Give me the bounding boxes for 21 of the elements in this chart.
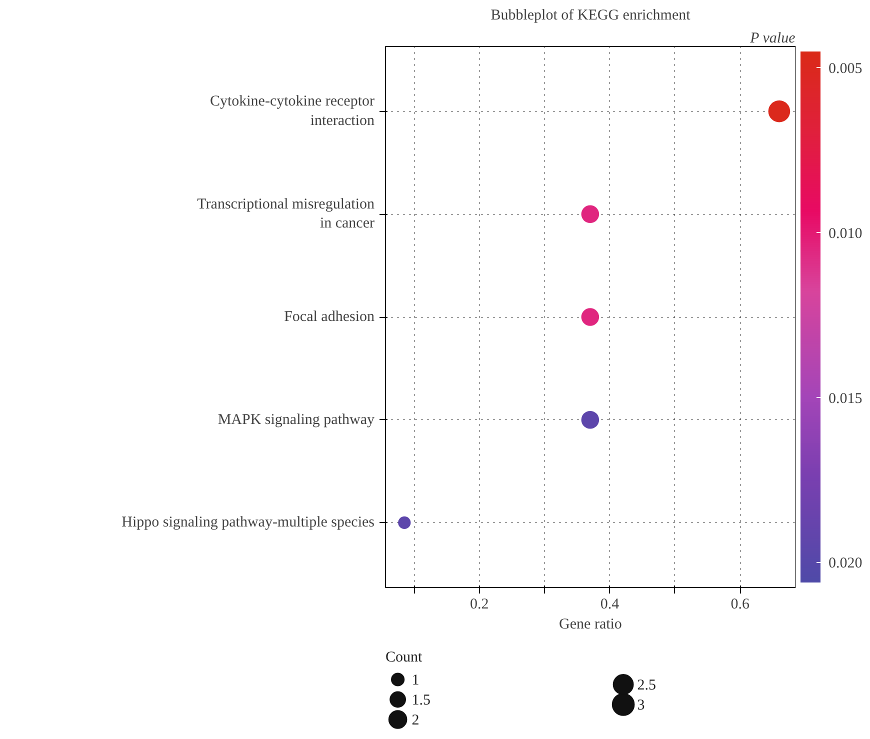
legend-label: 2.5 bbox=[637, 678, 656, 694]
x-axis-title: Gene ratio bbox=[559, 616, 622, 632]
y-tick-label: Hippo signaling pathway-multiple species bbox=[122, 514, 375, 531]
x-tick-label: 0.2 bbox=[470, 596, 489, 612]
legend-label: 1 bbox=[412, 672, 420, 688]
y-tick-label: Transcriptional misregulation in cancer bbox=[197, 196, 375, 232]
chart-title: Bubbleplot of KEGG enrichment bbox=[490, 8, 692, 24]
y-tick-label: Cytokine-cytokine receptor interaction bbox=[210, 94, 375, 129]
legend-title: Count bbox=[386, 650, 424, 666]
legend-label: 3 bbox=[637, 698, 645, 714]
color-bar-label: 0.005 bbox=[828, 60, 862, 77]
color-bar-label: 0.010 bbox=[828, 226, 862, 242]
color-bar-title: P value bbox=[749, 30, 796, 46]
color-bar-label: 0.015 bbox=[828, 390, 862, 407]
x-tick-label: 0.4 bbox=[600, 596, 620, 612]
legend-label: 1.5 bbox=[412, 692, 431, 708]
y-tick-label: MAPK signaling pathway bbox=[218, 412, 375, 428]
legend-label: 2 bbox=[412, 712, 420, 728]
color-bar-label: 0.020 bbox=[828, 556, 862, 572]
y-tick-label: Focal adhesion bbox=[284, 309, 375, 325]
x-tick-label: 0.6 bbox=[730, 596, 750, 612]
